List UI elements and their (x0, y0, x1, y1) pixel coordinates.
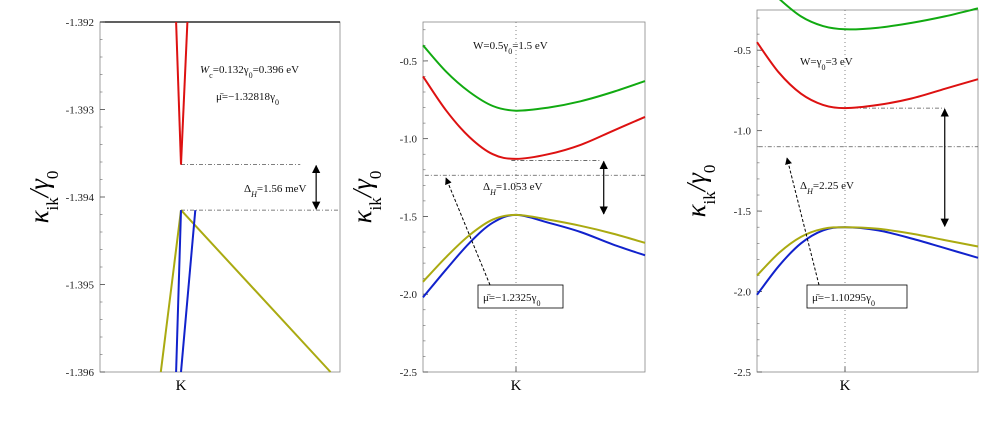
mu-sub: 0 (536, 299, 540, 308)
w-gamma: γ (502, 40, 508, 52)
y-tick-label: -2.5 (400, 367, 418, 379)
mu-text: μ̄=−1.10295 (812, 292, 867, 304)
wc-label: W (200, 64, 210, 76)
series-line-red (756, 41, 979, 110)
x-tick-label-k: K (511, 378, 522, 394)
mu-annotation: μ̄=−1.32818γ0 (216, 91, 279, 107)
y-label-sub-0: 0 (43, 171, 62, 180)
y-tick-label: -1.5 (400, 211, 418, 223)
mu-label-box (477, 284, 564, 309)
mu-text: μ̄=−1.2325 (483, 292, 532, 304)
series-line-red-left (175, 21, 182, 165)
y-label-sub-0: 0 (700, 165, 719, 174)
w-sub: 0 (508, 47, 512, 56)
y-label-gamma: /γ (681, 172, 711, 194)
y-tick-label: -1.393 (66, 105, 95, 117)
gap-value: =2.25 eV (813, 180, 854, 192)
gap-value: =1.053 eV (496, 181, 543, 193)
gap-sub: H (489, 188, 497, 197)
gap-annotation: ΔH=2.25 eV (800, 180, 854, 196)
mu-pointer-arrow (785, 157, 820, 286)
gap-annotation: ΔH=1.56 meV (244, 183, 307, 199)
w-text: =3 eV (825, 56, 852, 68)
y-label-sub-ik: ik (366, 197, 385, 211)
y-tick-label: -2.5 (734, 367, 752, 379)
mu-sub: 0 (871, 299, 875, 308)
gap-sub: H (806, 187, 814, 196)
y-tick-label: -1.0 (400, 134, 418, 146)
gap-annotation: ΔH=1.053 eV (483, 181, 542, 197)
series-line-olive (756, 226, 979, 277)
y-label-sub-ik: ik (43, 197, 62, 211)
y-label-kappa: κ (24, 209, 54, 223)
w-annotation: W=0.5γ0=1.5 eV (473, 40, 548, 56)
mu-annotation: μ̄=−1.2325γ0 (483, 292, 540, 308)
panel-1: -1.396-1.395-1.394-1.393-1.392Kκik/γ0Wc=… (24, 17, 341, 394)
series-line-blue-left (175, 210, 182, 373)
series-line-green (778, 0, 979, 31)
y-label-kappa: κ (347, 209, 377, 223)
w-gamma: γ (816, 56, 822, 68)
w-text: W=0.5 (473, 40, 504, 52)
wc-value-text: =0.132 (213, 64, 244, 76)
series-line-blue-right (180, 210, 197, 373)
plot-frame (422, 21, 646, 373)
y-tick-label: -2.0 (734, 287, 752, 299)
y-label-sub-0: 0 (366, 171, 385, 180)
w-text: W= (800, 56, 817, 68)
x-tick-label-k: K (840, 378, 851, 394)
y-tick-label: -0.5 (734, 45, 752, 57)
y-axis-label: κik/γ0 (347, 171, 385, 224)
wc-value-gamma: γ (243, 64, 249, 76)
gap-sub: H (250, 190, 258, 199)
y-tick-label: -1.396 (66, 367, 95, 379)
mu-pointer-arrow (445, 177, 491, 286)
wc-value-text: =0.396 eV (253, 64, 300, 76)
y-label-kappa: κ (681, 203, 711, 217)
y-tick-label: -1.5 (734, 206, 752, 218)
y-tick-label: -1.394 (66, 192, 95, 204)
y-tick-label: -1.0 (734, 126, 752, 138)
y-label-gamma: /γ (347, 178, 377, 200)
series-line-olive-left (159, 209, 182, 373)
mu-annotation: μ̄=−1.10295γ0 (812, 292, 875, 308)
series-line-olive-right (180, 209, 332, 373)
wc-value: =0.132γ0=0.396 eV (213, 64, 299, 80)
plot-frame (756, 9, 979, 373)
mu-gamma: γ (865, 292, 871, 304)
w-sub: 0 (821, 63, 825, 72)
series-line-green (422, 44, 646, 112)
y-tick-label: -2.0 (400, 289, 418, 301)
mu-gamma: γ (269, 91, 275, 103)
y-axis-label: κik/γ0 (681, 165, 719, 218)
gap-label: Δ (244, 183, 251, 195)
series-line-red (422, 75, 646, 160)
mu-text: μ̄=−1.32818 (216, 91, 271, 103)
x-tick-label-k: K (176, 378, 187, 394)
wc-sub: c (209, 71, 213, 80)
series-line-red-right (180, 21, 189, 165)
gap-label: Δ (483, 181, 490, 193)
gap-value: =1.56 meV (257, 183, 307, 195)
gap-label: Δ (800, 180, 807, 192)
y-tick-label: -1.392 (66, 17, 94, 29)
mu-gamma: γ (531, 292, 537, 304)
w-text: =1.5 eV (512, 40, 548, 52)
y-label-sub-ik: ik (700, 191, 719, 205)
y-label-gamma: /γ (24, 178, 54, 200)
series-line-olive (422, 213, 646, 283)
y-tick-label: -1.395 (66, 280, 95, 292)
y-tick-label: -0.5 (400, 56, 418, 68)
w-annotation: W=γ0=3 eV (800, 56, 853, 72)
wc-value-sub: 0 (249, 71, 253, 80)
mu-sub: 0 (275, 98, 279, 107)
y-axis-label: κik/γ0 (24, 171, 62, 224)
mu-label-box (806, 284, 908, 309)
wc-annotation: Wc=0.132γ0=0.396 eV (200, 64, 299, 80)
